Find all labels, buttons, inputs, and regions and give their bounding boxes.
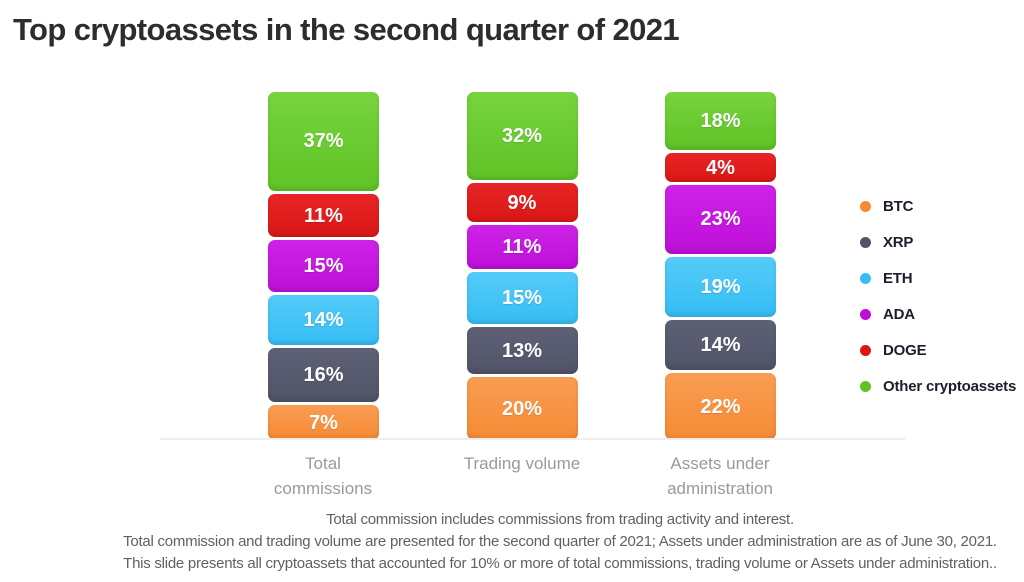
legend-dot-doge [860, 345, 871, 356]
chart-title: Top cryptoassets in the second quarter o… [13, 12, 680, 47]
legend-item-btc: BTC [860, 197, 1016, 216]
stacked-bar-trading-volume: 32% 9% 11% 15% 13% 20% [466, 92, 578, 440]
legend-item-xrp: XRP [860, 233, 1016, 252]
segment-value-label: 4% [706, 156, 735, 179]
segment-value-label: 16% [303, 364, 344, 387]
segment-value-label: 15% [303, 255, 344, 278]
segment-value-label: 14% [700, 334, 741, 357]
segment-value-label: 32% [501, 125, 543, 148]
footnotes: Total commission includes commissions fr… [96, 509, 1024, 575]
legend-label: Other cryptoassets [883, 378, 1017, 395]
x-axis-line [160, 438, 905, 440]
legend-dot-btc [860, 201, 871, 212]
chart-legend: BTC XRP ETH ADA DOGE Other cryptoassets [860, 197, 1016, 396]
stacked-bar-total-commissions: 37% 11% 15% 14% 16% 7% [268, 92, 379, 440]
bar-segment-btc: 20% [466, 377, 578, 440]
segment-value-label: 19% [700, 276, 741, 299]
bar-segment-other-cryptoassets: 32% [466, 92, 578, 181]
legend-item-eth: ETH [860, 269, 1016, 288]
stacked-bar-assets-under-administration: 18% 4% 23% 19% 14% 22% [665, 92, 776, 440]
segment-value-label: 37% [303, 130, 344, 153]
legend-label: BTC [883, 198, 914, 215]
footnote-line: Total commission and trading volume are … [123, 533, 997, 550]
segment-value-label: 14% [303, 309, 344, 332]
legend-label: ETH [883, 270, 913, 287]
bar-segment-other-cryptoassets: 37% [268, 92, 379, 191]
segment-value-label: 22% [700, 395, 741, 418]
bar-segment-eth: 15% [466, 271, 578, 324]
legend-dot-other-cryptoassets [860, 381, 871, 392]
bar-segment-btc: 22% [665, 373, 776, 440]
bar-segment-xrp: 16% [268, 348, 379, 403]
legend-item-other-cryptoassets: Other cryptoassets [860, 377, 1016, 396]
legend-dot-xrp [860, 237, 871, 248]
bar-segment-doge: 11% [268, 193, 379, 238]
segment-value-label: 7% [309, 411, 338, 434]
segment-value-label: 23% [700, 208, 741, 231]
segment-value-label: 11% [502, 236, 542, 259]
segment-value-label: 18% [700, 110, 741, 133]
footnote-line: Total commission includes commissions fr… [326, 511, 794, 528]
legend-label: DOGE [883, 342, 927, 359]
legend-label: ADA [883, 306, 915, 323]
bar-segment-doge: 4% [665, 153, 776, 182]
bar-segment-ada: 23% [665, 184, 776, 254]
stacked-bar-chart: 37% 11% 15% 14% 16% 7% 32% 9% 11% 15% 13% 20% 18% 4% 2… [268, 92, 776, 440]
bar-segment-xrp: 13% [466, 326, 578, 375]
bar-segment-eth: 14% [268, 295, 379, 346]
segment-value-label: 20% [501, 397, 543, 420]
bar-segment-other-cryptoassets: 18% [665, 92, 776, 151]
footnote-line: This slide presents all cryptoassets tha… [123, 555, 997, 572]
bar-segment-xrp: 14% [665, 320, 776, 371]
bar-segment-btc: 7% [268, 405, 379, 440]
segment-value-label: 13% [501, 339, 543, 362]
category-label-total-commissions: Total commissions [273, 454, 373, 498]
bar-segment-ada: 11% [466, 225, 578, 269]
legend-item-doge: DOGE [860, 341, 1016, 360]
legend-dot-ada [860, 309, 871, 320]
bar-segment-ada: 15% [268, 240, 379, 293]
segment-value-label: 11% [304, 204, 343, 227]
legend-item-ada: ADA [860, 305, 1016, 324]
segment-value-label: 9% [507, 191, 537, 214]
category-label-assets-under-administration: Assets under administration [667, 454, 773, 498]
legend-label: XRP [883, 234, 914, 251]
bar-segment-eth: 19% [665, 256, 776, 318]
legend-dot-eth [860, 273, 871, 284]
bar-segment-doge: 9% [466, 183, 578, 223]
segment-value-label: 15% [501, 286, 543, 309]
category-label-trading-volume: Trading volume [463, 454, 581, 473]
